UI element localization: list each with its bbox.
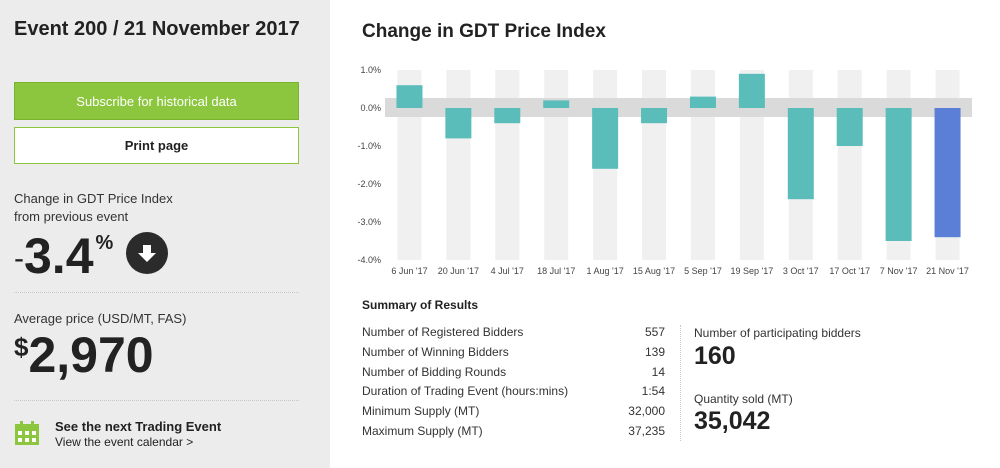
summary-row: Duration of Trading Event (hours:mins) 1:…: [362, 384, 665, 398]
bar: [885, 108, 912, 241]
x-tick-label: 3 Oct '17: [783, 266, 819, 276]
x-tick-label: 1 Aug '17: [586, 266, 623, 276]
bar: [836, 108, 863, 146]
subscribe-button[interactable]: Subscribe for historical data: [14, 82, 299, 120]
summary-row: Number of Winning Bidders 139: [362, 345, 665, 359]
summary-row-label: Duration of Trading Event (hours:mins): [362, 384, 569, 399]
change-label-line2: from previous event: [14, 209, 129, 224]
chart-title: Change in GDT Price Index: [362, 21, 606, 42]
change-unit: %: [95, 232, 114, 254]
divider: [14, 400, 299, 401]
x-tick-label: 18 Jul '17: [537, 266, 575, 276]
summary-row-value: 1:54: [641, 384, 665, 399]
summary-row-label: Maximum Supply (MT): [362, 424, 483, 438]
bar: [641, 108, 668, 124]
y-tick-label: 1.0%: [360, 65, 381, 75]
summary-row-value: 139: [644, 344, 665, 359]
calendar-icon[interactable]: [14, 420, 40, 446]
bar: [738, 73, 765, 108]
change-sign: -: [14, 242, 24, 275]
change-label-line1: Change in GDT Price Index: [14, 191, 173, 206]
x-tick-label: 5 Sep '17: [684, 266, 722, 276]
bar: [494, 108, 521, 124]
x-tick-label: 20 Jun '17: [438, 266, 479, 276]
bar: [543, 100, 570, 108]
divider: [14, 292, 299, 293]
zero-band: [385, 98, 972, 117]
print-button[interactable]: Print page: [14, 127, 299, 164]
summary-row-value: 14: [651, 364, 665, 379]
avg-price-label: Average price (USD/MT, FAS): [14, 311, 187, 326]
quantity-label: Quantity sold (MT): [694, 392, 793, 406]
y-tick-label: -4.0%: [357, 255, 381, 265]
x-tick-label: 15 Aug '17: [633, 266, 675, 276]
summary-row-label: Number of Registered Bidders: [362, 325, 524, 339]
bar: [934, 108, 961, 238]
x-tick-label: 7 Nov '17: [880, 266, 918, 276]
y-tick-label: -2.0%: [357, 179, 381, 189]
price-index-chart: 1.0% 0.0% -1.0% -2.0% -3.0% -4.0% 6 Jun '17 20 …: [357, 65, 972, 276]
change-number: 3.4: [24, 228, 94, 284]
change-value: - 3.4 %: [14, 228, 113, 284]
divider: [680, 325, 681, 441]
summary-row-value: 32,000: [628, 404, 665, 419]
summary-row-value: 37,235: [628, 424, 665, 438]
x-tick-label: 4 Jul '17: [491, 266, 524, 276]
summary-row-label: Number of Winning Bidders: [362, 344, 509, 359]
column-background: [397, 70, 422, 260]
next-event-title: See the next Trading Event: [55, 419, 222, 434]
summary-row: Maximum Supply (MT) 37,235: [362, 424, 665, 438]
bar: [787, 108, 814, 200]
y-tick-label: 0.0%: [360, 103, 381, 113]
bar: [445, 108, 472, 139]
event-calendar-link[interactable]: View the event calendar >: [55, 435, 194, 449]
summary-title: Summary of Results: [362, 298, 479, 312]
event-title: Event 200 / 21 November 2017: [14, 18, 300, 40]
summary-row: Number of Bidding Rounds 14: [362, 365, 665, 379]
summary-row: Minimum Supply (MT) 32,000: [362, 404, 665, 418]
bar: [396, 85, 423, 108]
bar: [689, 96, 716, 108]
avg-number: 2,970: [28, 327, 154, 383]
x-tick-label: 19 Sep '17: [730, 266, 773, 276]
arrow-down-icon: [126, 232, 168, 274]
change-label: Change in GDT Price Index from previous …: [14, 190, 214, 226]
summary-row: Number of Registered Bidders 557: [362, 325, 665, 339]
avg-currency: $: [14, 332, 29, 362]
participating-value: 160: [694, 342, 736, 370]
summary-row-value: 557: [644, 325, 665, 339]
quantity-value: 35,042: [694, 407, 771, 435]
summary-row-label: Number of Bidding Rounds: [362, 364, 507, 379]
x-tick-label: 21 Nov '17: [926, 266, 969, 276]
bar: [592, 108, 619, 169]
summary-row-label: Minimum Supply (MT): [362, 404, 480, 419]
y-tick-label: -3.0%: [357, 217, 381, 227]
participating-label: Number of participating bidders: [694, 326, 861, 340]
x-tick-label: 6 Jun '17: [391, 266, 427, 276]
x-tick-label: 17 Oct '17: [829, 266, 870, 276]
sidebar: Event 200 / 21 November 2017 Subscribe f…: [0, 0, 330, 468]
y-tick-label: -1.0%: [357, 141, 381, 151]
avg-price-value: $ 2,970: [14, 326, 154, 384]
